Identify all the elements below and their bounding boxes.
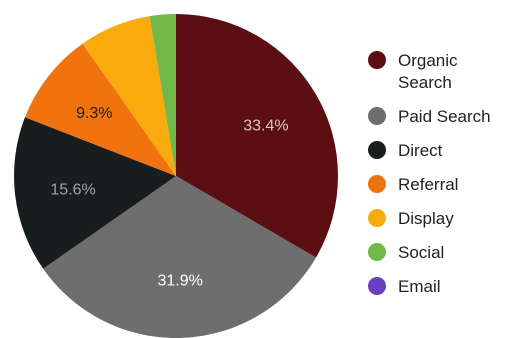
- legend-item-direct[interactable]: Direct: [368, 140, 514, 162]
- legend-label-paid-search: Paid Search: [398, 107, 491, 126]
- legend-label-organic-search: Organic Search: [398, 51, 458, 92]
- legend-swatch-paid-search: [368, 107, 386, 125]
- legend-label-email: Email: [398, 277, 441, 296]
- legend: Organic Search Paid Search Direct Referr…: [368, 50, 514, 310]
- legend-item-paid-search[interactable]: Paid Search: [368, 106, 514, 128]
- legend-swatch-direct: [368, 141, 386, 159]
- legend-swatch-email: [368, 277, 386, 295]
- legend-item-referral[interactable]: Referral: [368, 174, 514, 196]
- pie-slice-paid-search[interactable]: [43, 176, 316, 338]
- legend-item-social[interactable]: Social: [368, 242, 514, 264]
- pie-slice-direct[interactable]: [13, 117, 177, 269]
- legend-label-direct: Direct: [398, 141, 443, 160]
- legend-swatch-display: [368, 209, 386, 227]
- legend-item-email[interactable]: Email: [368, 276, 514, 298]
- legend-item-organic-search[interactable]: Organic Search: [368, 50, 514, 94]
- pie-slice-referral[interactable]: [25, 43, 176, 176]
- slice-label-paid-search: 31.9%: [158, 273, 203, 290]
- legend-swatch-referral: [368, 175, 386, 193]
- legend-swatch-social: [368, 243, 386, 261]
- legend-swatch-organic-search: [368, 51, 386, 69]
- legend-label-social: Social: [398, 243, 445, 262]
- pie-slice-social[interactable]: [149, 14, 176, 176]
- pie-slice-display[interactable]: [82, 16, 176, 176]
- slice-label-direct: 15.6%: [50, 181, 95, 198]
- slice-label-referral: 9.3%: [76, 105, 112, 122]
- pie-slice-organic-search[interactable]: [176, 14, 339, 258]
- legend-item-display[interactable]: Display: [368, 208, 514, 230]
- legend-label-referral: Referral: [398, 175, 459, 194]
- slice-label-organic-search: 33.4%: [243, 117, 288, 134]
- legend-label-display: Display: [398, 209, 454, 228]
